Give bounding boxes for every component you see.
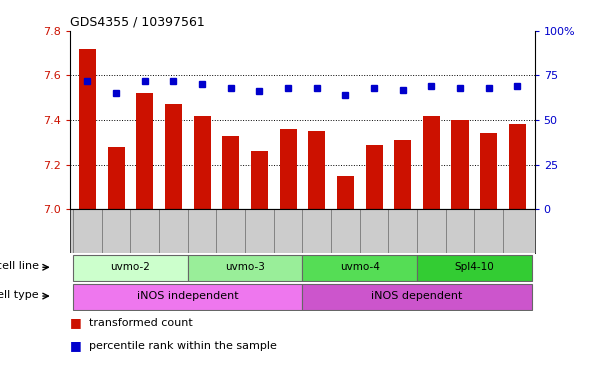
Text: transformed count: transformed count	[89, 318, 192, 328]
Text: ■: ■	[70, 316, 82, 329]
Bar	[337, 176, 354, 209]
Text: uvmo-4: uvmo-4	[340, 262, 379, 272]
Bar	[188, 255, 302, 281]
Text: cell line: cell line	[0, 262, 38, 271]
Bar	[194, 116, 211, 209]
Text: uvmo-3: uvmo-3	[225, 262, 265, 272]
Text: cell type: cell type	[0, 290, 38, 300]
Bar	[251, 151, 268, 209]
Text: iNOS independent: iNOS independent	[137, 291, 239, 301]
Bar	[73, 284, 302, 310]
Bar	[509, 124, 526, 209]
Bar	[417, 255, 532, 281]
Bar	[108, 147, 125, 209]
Text: percentile rank within the sample: percentile rank within the sample	[89, 341, 276, 351]
Bar	[452, 120, 469, 209]
Bar	[480, 133, 497, 209]
Bar	[222, 136, 240, 209]
Bar	[302, 255, 417, 281]
Bar	[279, 129, 297, 209]
Bar	[302, 284, 532, 310]
Text: Spl4-10: Spl4-10	[455, 262, 494, 272]
Bar	[423, 116, 440, 209]
Bar	[394, 140, 411, 209]
Bar	[165, 104, 182, 209]
Text: GDS4355 / 10397561: GDS4355 / 10397561	[70, 15, 205, 28]
Bar	[79, 48, 96, 209]
Bar	[73, 255, 188, 281]
Bar	[136, 93, 153, 209]
Text: ■: ■	[70, 339, 82, 352]
Text: uvmo-2: uvmo-2	[111, 262, 150, 272]
Bar	[308, 131, 326, 209]
Text: iNOS dependent: iNOS dependent	[371, 291, 463, 301]
Bar	[365, 144, 382, 209]
